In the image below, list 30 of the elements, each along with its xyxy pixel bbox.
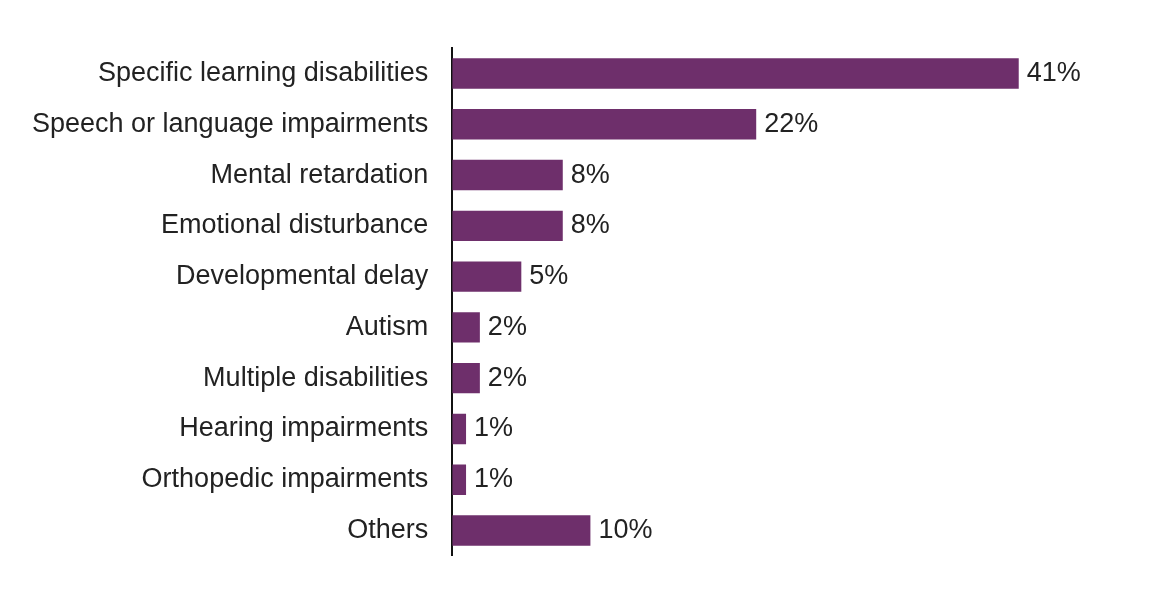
bar [452,515,591,546]
y-tick-label: Autism [345,310,429,341]
bar [452,58,1019,89]
bar [452,413,467,445]
bar [452,261,522,292]
bar [452,159,563,191]
y-tick-label: Emotional disturbance [161,209,429,240]
y-tick-label: Specific learning disabilities [98,57,429,88]
y-tick-label: Multiple disabilities [203,361,429,392]
y-tick-label: Developmental delay [176,260,429,291]
bar [452,464,467,495]
data-label: 41% [1026,57,1081,88]
bar [452,210,563,242]
data-label: 1% [474,412,514,443]
y-tick-label: Orthopedic impairments [141,463,429,494]
bar [452,362,480,394]
data-label: 2% [487,310,527,341]
data-label: 22% [764,107,819,138]
y-tick-label: Speech or language impairments [32,107,429,138]
data-label: 8% [570,209,610,240]
data-label: 8% [570,158,610,189]
data-label: 10% [598,513,653,544]
y-tick-label: Others [347,513,429,544]
y-tick-label: Mental retardation [210,158,429,189]
bar [452,312,480,343]
data-label: 5% [529,260,569,291]
bar [452,109,757,140]
data-label: 1% [474,463,514,494]
y-tick-label: Hearing impairments [179,412,429,443]
data-label: 2% [487,361,527,392]
